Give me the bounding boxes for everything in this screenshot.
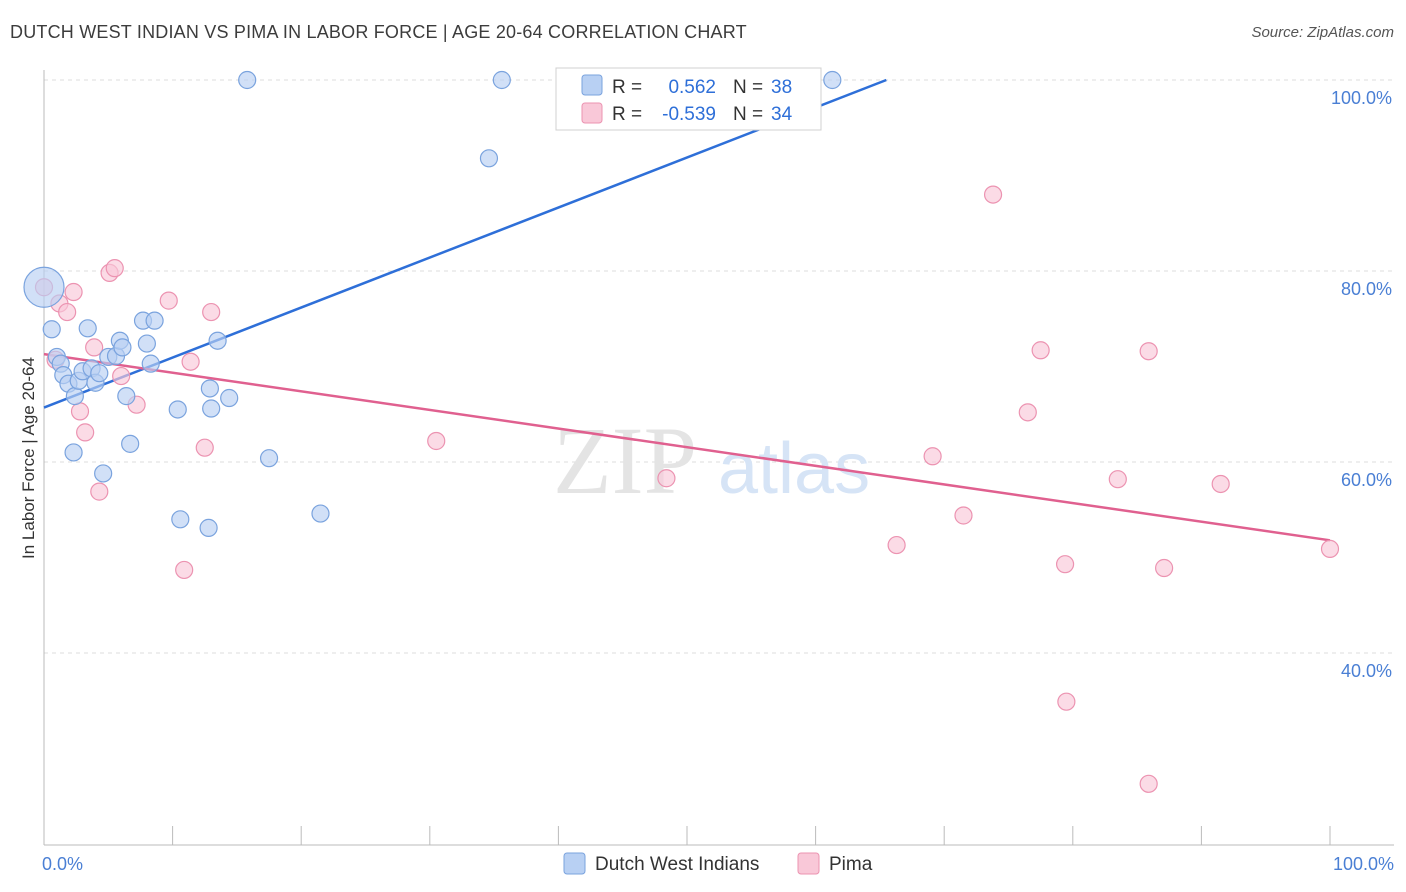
point-pima-3 [58, 302, 77, 322]
point-dutch-28 [200, 379, 219, 398]
point-dutch-30 [208, 331, 227, 350]
gridlines [44, 79, 1394, 654]
point-dutch-18 [113, 338, 132, 357]
point-dutch-14 [94, 464, 113, 483]
point-dutch-35 [479, 149, 499, 168]
point-pima-22 [954, 506, 973, 525]
point-pima-29 [1139, 342, 1158, 361]
legend-r-value-1: 0.562 [668, 77, 716, 98]
point-dutch-7 [65, 387, 84, 406]
point-pima-24 [1018, 403, 1037, 422]
legend-n-label-2: N = [733, 104, 763, 125]
point-pima-16 [195, 438, 214, 457]
scatter-points [23, 70, 1340, 793]
y-tick-label-3: 40.0% [1341, 661, 1392, 681]
legend-r-label-1: R = [612, 77, 642, 98]
point-dutch-37 [823, 70, 842, 90]
legend-swatch-pink [581, 102, 603, 124]
point-dutch-0 [23, 266, 65, 308]
point-pima-6 [76, 423, 95, 442]
point-pima-11 [112, 366, 131, 386]
point-pima-33 [1320, 539, 1340, 559]
point-dutch-23 [141, 354, 160, 373]
series-legend-label-pima: Pima [829, 854, 873, 875]
point-pima-28 [1108, 470, 1127, 489]
legend-swatch-blue [581, 74, 603, 96]
y-tick-label-0: 100.0% [1331, 88, 1392, 108]
point-pima-17 [202, 302, 221, 322]
point-dutch-27 [199, 518, 218, 537]
point-pima-25 [1031, 341, 1050, 360]
point-dutch-36 [492, 70, 511, 90]
point-dutch-22 [137, 334, 156, 353]
point-pima-19 [657, 469, 676, 488]
series-legend: Dutch West Indians Pima [563, 852, 873, 875]
legend-n-value-2: 34 [771, 104, 793, 125]
point-pima-20 [887, 535, 906, 555]
point-dutch-34 [311, 504, 330, 523]
point-dutch-26 [171, 510, 190, 529]
point-dutch-24 [145, 311, 164, 330]
x-axis-ticks [172, 826, 1331, 845]
x-tick-label-left: 0.0% [42, 854, 83, 874]
point-dutch-32 [238, 70, 257, 90]
point-pima-13 [159, 291, 178, 310]
point-pima-14 [175, 560, 194, 580]
trend-line-dutch [43, 78, 887, 409]
point-pima-23 [983, 185, 1003, 204]
series-legend-swatch-pima [797, 852, 820, 875]
point-pima-32 [1211, 474, 1230, 494]
point-dutch-31 [220, 388, 239, 408]
point-dutch-20 [121, 434, 140, 453]
y-axis-label: In Labor Force | Age 20-64 [19, 357, 38, 559]
point-pima-4 [64, 282, 83, 302]
point-pima-31 [1155, 558, 1174, 578]
point-dutch-29 [202, 399, 221, 418]
point-dutch-13 [90, 364, 109, 383]
point-pima-26 [1055, 555, 1075, 574]
point-dutch-25 [168, 400, 187, 419]
point-pima-15 [181, 352, 200, 371]
point-pima-18 [427, 431, 446, 451]
point-pima-10 [105, 259, 124, 278]
point-dutch-6 [64, 443, 83, 462]
series-legend-swatch-dutch [563, 852, 586, 875]
trend-lines [43, 78, 1331, 542]
point-pima-5 [70, 402, 90, 421]
point-pima-21 [923, 447, 942, 466]
legend-n-value-1: 38 [771, 77, 792, 98]
x-tick-label-right: 100.0% [1333, 854, 1394, 874]
point-pima-30 [1139, 774, 1158, 793]
point-dutch-1 [42, 320, 61, 339]
point-pima-27 [1057, 692, 1076, 711]
y-tick-labels: 100.0% 80.0% 60.0% 40.0% [1331, 88, 1392, 681]
point-pima-8 [90, 482, 109, 501]
legend-r-value-2: -0.539 [662, 104, 716, 125]
y-tick-label-2: 60.0% [1341, 470, 1392, 490]
trend-line-pima [43, 352, 1331, 542]
legend-n-label-1: N = [733, 77, 763, 98]
source-label: Source: ZipAtlas.com [1251, 24, 1394, 41]
watermark-zip: ZIP [553, 407, 697, 514]
legend-r-label-2: R = [612, 104, 642, 125]
series-legend-label-dutch: Dutch West Indians [595, 854, 759, 875]
watermark-atlas: atlas [718, 429, 870, 509]
y-tick-label-1: 80.0% [1341, 279, 1392, 299]
point-dutch-19 [117, 387, 136, 406]
point-dutch-10 [78, 319, 97, 338]
point-dutch-33 [259, 449, 279, 468]
point-pima-7 [85, 338, 104, 357]
chart-title: DUTCH WEST INDIAN VS PIMA IN LABOR FORCE… [10, 22, 747, 42]
stats-legend: R = 0.562 N = 38 R = -0.539 N = 34 [555, 67, 822, 131]
